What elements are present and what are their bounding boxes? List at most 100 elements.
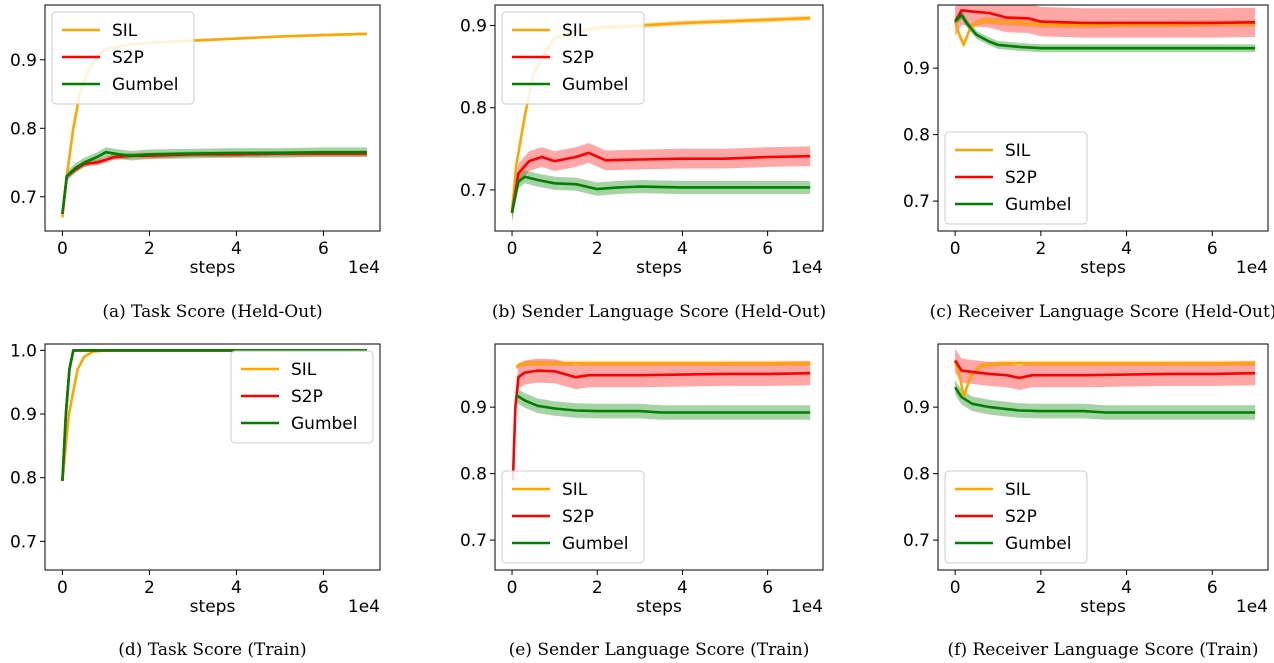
y-tick-label: 0.8 [10,119,37,139]
band-s2p [955,5,1256,38]
x-tick-label: 2 [592,578,603,598]
x-axis-multiplier: 1e4 [791,597,823,617]
x-axis-label: steps [636,258,682,278]
subplot-caption: (c) Receiver Language Score (Held-Out) [930,302,1274,322]
x-tick-label: 6 [318,239,329,259]
x-tick-label: 0 [57,239,68,259]
legend: SIL S2P Gumbel [501,11,645,105]
legend-entry: Gumbel [291,414,357,434]
series-line-gumbel [510,175,811,214]
x-tick-label: 0 [950,239,961,259]
x-axis-multiplier: 1e4 [1236,597,1268,617]
x-axis-label: steps [190,258,236,278]
x-tick-label: 0 [507,578,518,598]
x-axis-label: steps [1080,597,1126,617]
x-tick-label: 4 [677,578,688,598]
y-tick-label: 0.7 [10,188,37,208]
y-tick-label: 0.9 [460,398,487,418]
x-tick-label: 6 [762,578,773,598]
y-tick-label: 0.8 [460,465,487,485]
band-gumbel [512,170,811,220]
legend-entry: Gumbel [1005,195,1071,215]
legend-entry: S2P [291,387,323,407]
legend: SIL S2P Gumbel [51,11,195,105]
series-line-s2p [511,369,811,481]
legend-entry: SIL [562,21,588,41]
subplot-2: 0 2 4 6 0.7 0.8 0.9 steps 1e4 SIL S2P Gumbel (c) Rec… [903,4,1274,322]
subplot-0: 0 2 4 6 0.7 0.8 0.9 steps 1e4 SIL S2P Gumbel (a) Tas… [10,4,381,322]
legend-entry: S2P [562,507,594,527]
legend-entry: S2P [1005,507,1037,527]
y-tick-label: 0.7 [903,192,930,212]
x-tick-label: 2 [144,578,155,598]
subplot-1: 0 2 4 6 0.7 0.8 0.9 steps 1e4 SIL S2P Gumbel (b) Sen… [460,4,826,322]
legend-entry: Gumbel [112,75,178,95]
x-axis-multiplier: 1e4 [348,597,380,617]
axes-frame [494,4,824,232]
legend-entry: S2P [562,48,594,68]
x-tick-label: 2 [144,239,155,259]
axes-frame [44,4,381,232]
x-tick-label: 4 [231,578,242,598]
x-tick-label: 4 [231,239,242,259]
legend-entry: SIL [112,21,138,41]
x-tick-label: 4 [1121,239,1132,259]
legend-entry: S2P [1005,168,1037,188]
legend: SIL S2P Gumbel [944,470,1088,564]
series-line-gumbel [515,394,811,414]
legend-entry: SIL [1005,480,1031,500]
series-line-gumbel [61,349,367,481]
legend-entry: SIL [562,480,588,500]
series-line-s2p [510,151,811,214]
x-tick-label: 0 [507,239,518,259]
legend: SIL S2P Gumbel [944,131,1088,225]
x-tick-label: 6 [762,239,773,259]
x-tick-label: 2 [1035,578,1046,598]
legend-entry: Gumbel [562,75,628,95]
subplot-caption: (a) Task Score (Held-Out) [102,302,322,322]
series-line-s2p [954,359,1256,380]
y-tick-label: 0.9 [460,17,487,37]
series-line-s2p [953,9,1256,25]
x-axis-multiplier: 1e4 [791,258,823,278]
x-axis-multiplier: 1e4 [1236,258,1268,278]
x-tick-label: 0 [57,578,68,598]
subplot-caption: (d) Task Score (Train) [118,640,306,660]
series-line-gumbel [61,150,367,215]
legend: SIL S2P Gumbel [501,470,645,564]
series-line-gumbel [954,386,1256,414]
y-tick-label: 0.9 [903,59,930,79]
legend-entry: SIL [291,360,317,380]
y-tick-label: 0.8 [10,469,37,489]
y-tick-label: 0.8 [903,465,930,485]
legend-entry: SIL [1005,141,1031,161]
axes-frame [937,4,1269,232]
x-axis-label: steps [1080,258,1126,278]
x-tick-label: 0 [950,578,961,598]
x-tick-label: 6 [1207,578,1218,598]
x-tick-label: 6 [1207,239,1218,259]
series-line-sil [515,361,811,369]
subplot-caption: (e) Sender Language Score (Train) [509,640,810,660]
x-tick-label: 6 [318,578,329,598]
subplot-caption: (b) Sender Language Score (Held-Out) [492,302,826,322]
axes-frame [937,343,1269,571]
subplot-3: 0 2 4 6 0.7 0.8 0.9 1.0 steps 1e4 SIL S2P Gumbel (d) … [10,341,381,660]
series-line-sil [953,360,1256,399]
x-tick-label: 4 [677,239,688,259]
x-axis-label: steps [190,597,236,617]
y-tick-label: 0.7 [460,181,487,201]
axes-frame [494,343,824,571]
legend-entry: S2P [112,48,144,68]
y-tick-label: 0.9 [903,398,930,418]
y-tick-label: 0.7 [903,531,930,551]
x-axis-label: steps [636,597,682,617]
x-tick-label: 2 [592,239,603,259]
y-tick-label: 0.8 [460,99,487,119]
band-gumbel [516,387,811,420]
band-s2p [62,150,367,217]
legend-entry: Gumbel [1005,534,1071,554]
series-line-sil [953,18,1256,47]
y-tick-label: 0.7 [10,532,37,552]
